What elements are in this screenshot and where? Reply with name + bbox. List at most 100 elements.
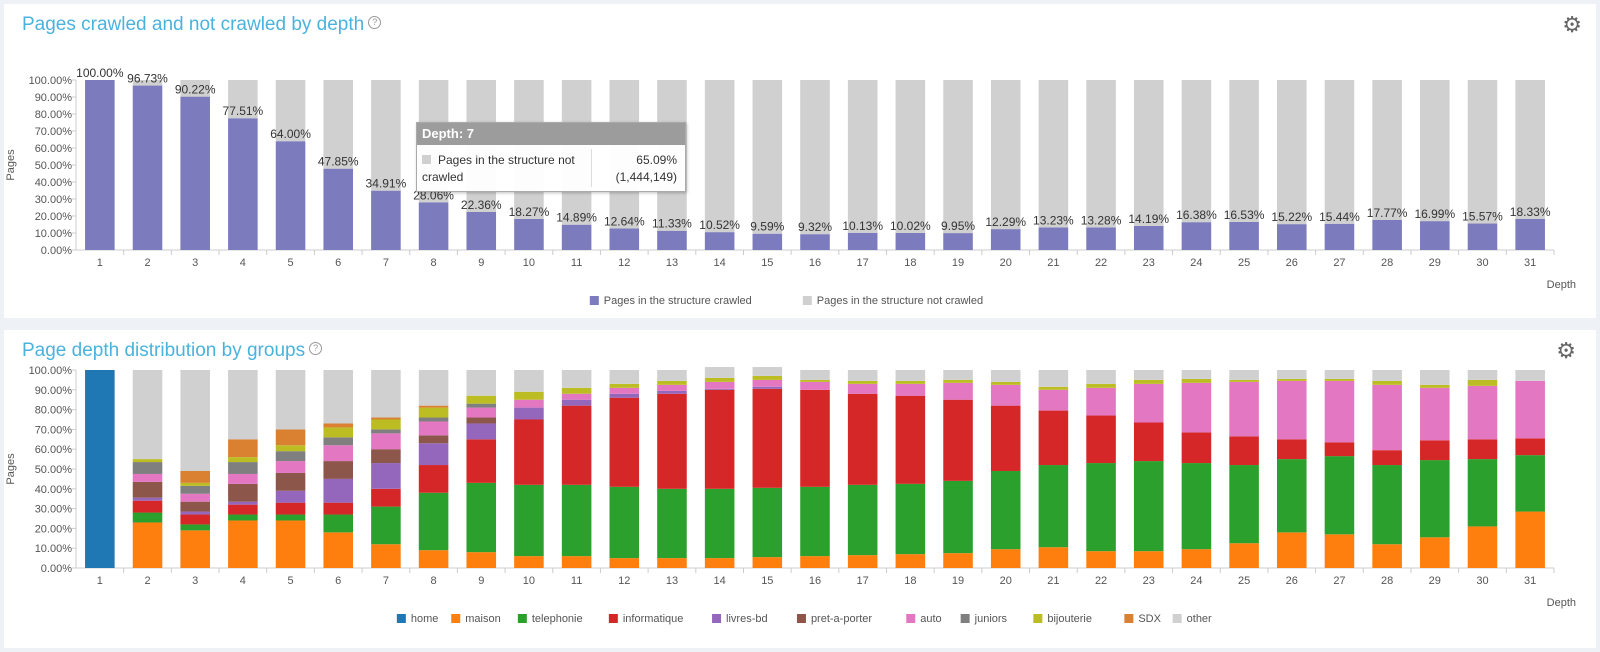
x-tick-label: 19 (952, 257, 964, 269)
bar-segment (1038, 465, 1069, 548)
x-tick-label: 10 (523, 575, 535, 587)
bar-segment (561, 405, 592, 485)
bar-segment (371, 370, 401, 418)
help-icon[interactable]: ? (309, 342, 323, 356)
bar-segment (466, 482, 497, 553)
bar-segment (418, 405, 449, 408)
bar-segment (1420, 387, 1450, 441)
bar-segment (275, 502, 306, 515)
bar-segment (1420, 384, 1450, 388)
help-icon[interactable]: ? (368, 16, 382, 30)
y-tick-label: 60.00% (35, 143, 73, 155)
bar-segment (657, 230, 687, 250)
bar-segment (1420, 80, 1450, 222)
data-label: 10.02% (890, 219, 931, 233)
bar-segment (228, 520, 258, 568)
panel-title: Pages crawled and not crawled by depth? (22, 14, 382, 36)
x-tick-label: 21 (1047, 257, 1059, 269)
x-tick-label: 22 (1095, 575, 1107, 587)
y-tick-label: 90.00% (35, 92, 73, 104)
x-tick-label: 1 (97, 257, 103, 269)
y-tick-label: 80.00% (35, 405, 73, 417)
bar-segment (704, 232, 735, 250)
bar-segment (752, 375, 783, 380)
y-tick-label: 60.00% (35, 444, 73, 456)
x-tick-label: 19 (952, 575, 964, 587)
bar-segment (371, 433, 401, 450)
legend-item: maison (465, 613, 500, 625)
legend-swatch (796, 614, 806, 623)
bar-segment (418, 370, 449, 406)
bar-segment (418, 421, 449, 436)
bar-segment (228, 504, 258, 515)
bar-segment (275, 461, 306, 473)
bar-segment (418, 550, 449, 568)
x-tick-label: 11 (571, 257, 582, 269)
bar-segment (752, 379, 783, 387)
bar-segment (514, 391, 544, 400)
gear-icon[interactable]: ⚙ (1556, 338, 1576, 363)
bar-segment (85, 370, 115, 568)
bar-segment (943, 382, 973, 400)
bar-segment (514, 484, 544, 557)
bar-segment (132, 481, 163, 498)
x-tick-label: 29 (1429, 257, 1441, 269)
bar-segment (990, 405, 1021, 471)
bar-segment (1181, 222, 1212, 250)
bar-segment (1133, 551, 1164, 568)
x-tick-label: 16 (809, 257, 821, 269)
bar-segment (323, 445, 354, 462)
legend-swatch (712, 614, 722, 623)
bar-segment (1372, 450, 1402, 466)
y-tick-label: 100.00% (29, 75, 73, 87)
bar-segment (943, 379, 973, 383)
depth-groups-chart: 0.00% 10.00% 20.00% 30.00% 40.00% 50.00% 60.00… (5, 365, 1576, 625)
bar-segment (371, 417, 401, 420)
bar-segment (1420, 370, 1450, 385)
y-tick-label: 0.00% (41, 245, 72, 257)
x-tick-label: 15 (761, 257, 773, 269)
x-tick-label: 24 (1190, 257, 1202, 269)
bar-segment (609, 558, 640, 568)
bar-segment (1181, 549, 1212, 568)
crawl-depth-panel: Pages crawled and not crawled by depth? … (4, 4, 1596, 318)
legend-swatch (451, 614, 461, 623)
bar-segment (180, 524, 210, 531)
bar-segment (1229, 379, 1259, 382)
x-tick-label: 3 (192, 257, 198, 269)
bar-segment (275, 490, 306, 503)
bar-segment (514, 218, 544, 250)
y-tick-label: 20.00% (35, 523, 73, 535)
legend-swatch (802, 296, 812, 305)
bar-segment (1038, 227, 1069, 250)
bar-segment (1229, 221, 1259, 250)
bar-segment (371, 463, 401, 489)
bar-segment (418, 465, 449, 493)
tooltip-series-label: Pages in the structure not crawled (422, 153, 575, 184)
gear-icon[interactable]: ⚙ (1562, 12, 1582, 37)
bar-segment (990, 381, 1021, 385)
data-label: 90.22% (175, 83, 216, 97)
bar-segment (657, 390, 687, 394)
bar-segment (704, 377, 735, 382)
bar-segment (752, 487, 783, 558)
y-tick-label: 40.00% (35, 484, 73, 496)
data-label: 15.44% (1319, 210, 1360, 224)
x-tick-label: 31 (1524, 257, 1536, 269)
bar-segment (1086, 387, 1116, 416)
bar-segment (609, 228, 640, 250)
x-tick-label: 7 (383, 575, 389, 587)
bar-segment (323, 502, 354, 515)
bar-segment (847, 383, 878, 394)
y-tick-label: 90.00% (35, 385, 73, 397)
y-tick-label: 30.00% (35, 194, 73, 206)
bar-segment (180, 493, 210, 502)
crawl-depth-chart: 0.00% 10.00% 20.00% 30.00% 40.00% 50.00% 60.00… (5, 66, 1576, 307)
bar-segment (1181, 432, 1212, 464)
bar-segment (1133, 461, 1164, 552)
y-tick-label: 70.00% (35, 424, 73, 436)
bar-segment (228, 457, 258, 463)
bar-segment (1086, 551, 1116, 568)
data-label: 34.91% (366, 177, 407, 191)
bar-segment (466, 370, 497, 396)
